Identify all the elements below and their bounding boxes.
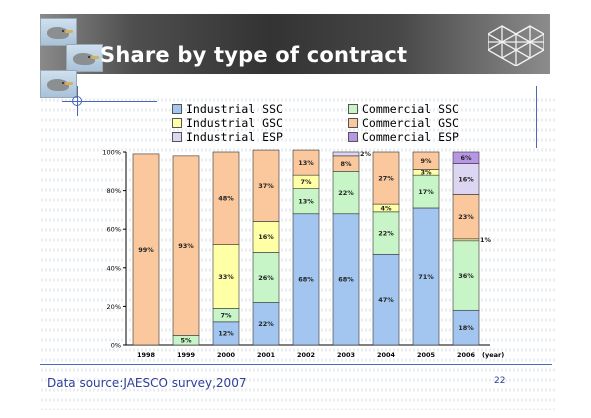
y-tick-label: 40% bbox=[107, 264, 121, 272]
gull-photo bbox=[40, 18, 77, 46]
bar-segment bbox=[332, 151, 360, 157]
accent-line bbox=[77, 86, 78, 116]
data-label: 37% bbox=[258, 182, 274, 190]
bar-segment bbox=[452, 194, 480, 240]
bar-segment bbox=[212, 151, 240, 245]
legend-label: Commercial ESP bbox=[362, 130, 459, 144]
data-label: 26% bbox=[258, 274, 274, 282]
bar-segment bbox=[292, 149, 320, 176]
legend-label: Industrial ESP bbox=[186, 130, 283, 144]
data-label: 22% bbox=[258, 320, 274, 328]
data-label: 36% bbox=[458, 272, 474, 280]
legend-swatch bbox=[348, 132, 358, 142]
data-label: 68% bbox=[298, 276, 314, 284]
legend-swatch bbox=[172, 132, 182, 142]
data-label: 23% bbox=[458, 213, 474, 221]
data-label: 22% bbox=[338, 189, 354, 197]
data-label: 93% bbox=[178, 242, 194, 250]
bar-segment bbox=[332, 171, 360, 215]
data-label: 1% bbox=[480, 236, 492, 244]
data-label: 33% bbox=[218, 273, 234, 281]
data-label: 4% bbox=[380, 204, 392, 212]
x-tick-label: 2006 bbox=[457, 351, 476, 359]
bar-segment bbox=[292, 188, 320, 215]
data-label: 27% bbox=[378, 174, 394, 182]
legend-swatch bbox=[172, 104, 182, 114]
y-tick-label: 100% bbox=[102, 149, 121, 157]
data-source-note: Data source:JAESCO survey,2007 bbox=[47, 376, 247, 390]
bar-segment bbox=[292, 213, 320, 346]
target-circle-icon bbox=[72, 96, 82, 106]
x-tick-label: 1999 bbox=[177, 351, 196, 359]
data-label: 18% bbox=[458, 324, 474, 332]
x-tick-label: 2005 bbox=[417, 351, 436, 359]
bar-segment bbox=[252, 302, 280, 346]
bar-segment bbox=[252, 221, 280, 253]
bar-segment bbox=[452, 309, 480, 346]
x-tick-label: 2000 bbox=[217, 351, 236, 359]
data-label: 47% bbox=[378, 296, 394, 304]
x-tick-label: 2002 bbox=[297, 351, 315, 359]
x-tick-label: 2001 bbox=[257, 351, 276, 359]
data-label: 16% bbox=[258, 233, 274, 241]
bar-segment bbox=[212, 244, 240, 309]
data-label: 22% bbox=[378, 229, 394, 237]
data-label: 13% bbox=[298, 159, 314, 167]
accent-line bbox=[40, 364, 552, 365]
bar-segment bbox=[372, 211, 400, 255]
legend-swatch bbox=[348, 118, 358, 128]
data-label: 71% bbox=[418, 273, 434, 281]
accent-line bbox=[536, 86, 537, 148]
legend-label: Industrial SSC bbox=[186, 102, 283, 116]
bar-segment bbox=[252, 252, 280, 303]
legend-label: Industrial GSC bbox=[186, 116, 283, 130]
legend-swatch bbox=[348, 104, 358, 114]
bar-segment bbox=[172, 155, 200, 336]
y-tick-label: 20% bbox=[107, 303, 121, 311]
bar-segment bbox=[372, 151, 400, 205]
data-label: 5% bbox=[180, 336, 192, 344]
data-label: 7% bbox=[220, 311, 232, 319]
lattice-logo-icon bbox=[488, 25, 544, 66]
x-tick-label: 1998 bbox=[137, 351, 156, 359]
data-label: 48% bbox=[218, 195, 234, 203]
legend-label: Commercial GSC bbox=[362, 116, 459, 130]
bar-segment bbox=[452, 240, 480, 311]
y-tick-label: 80% bbox=[107, 187, 121, 195]
bar-segment bbox=[412, 174, 440, 209]
gull-photo bbox=[40, 70, 77, 98]
bar-segment bbox=[412, 207, 440, 346]
data-label: 12% bbox=[218, 330, 234, 338]
y-tick-label: 60% bbox=[107, 226, 121, 234]
bar-segment bbox=[412, 151, 440, 170]
bar-segment bbox=[132, 153, 160, 346]
accent-line bbox=[62, 101, 157, 102]
data-label: 6% bbox=[460, 154, 472, 162]
x-tick-label: 2003 bbox=[337, 351, 355, 359]
legend-swatch bbox=[172, 118, 182, 128]
page-number: 22 bbox=[494, 376, 506, 386]
data-label: 2% bbox=[360, 150, 372, 158]
data-label: 99% bbox=[138, 246, 154, 254]
data-label: 16% bbox=[458, 175, 474, 183]
data-label: 3% bbox=[420, 169, 432, 177]
bar-segment bbox=[332, 213, 360, 346]
slide-title: Share by type of contract bbox=[100, 43, 408, 67]
bar-segment bbox=[452, 163, 480, 195]
data-label: 68% bbox=[338, 276, 354, 284]
data-label: 8% bbox=[340, 160, 352, 168]
data-label: 7% bbox=[300, 178, 312, 186]
title-banner bbox=[40, 14, 550, 74]
x-axis-label: (year) bbox=[482, 351, 504, 359]
x-tick-label: 2004 bbox=[377, 351, 396, 359]
data-label: 17% bbox=[418, 188, 434, 196]
gull-photo bbox=[66, 44, 103, 72]
bar-segment bbox=[252, 149, 280, 222]
y-tick-label: 0% bbox=[111, 342, 121, 350]
data-label: 9% bbox=[420, 157, 432, 165]
data-label: 13% bbox=[298, 198, 314, 206]
legend-label: Commercial SSC bbox=[362, 102, 459, 116]
bar-segment bbox=[452, 151, 480, 164]
